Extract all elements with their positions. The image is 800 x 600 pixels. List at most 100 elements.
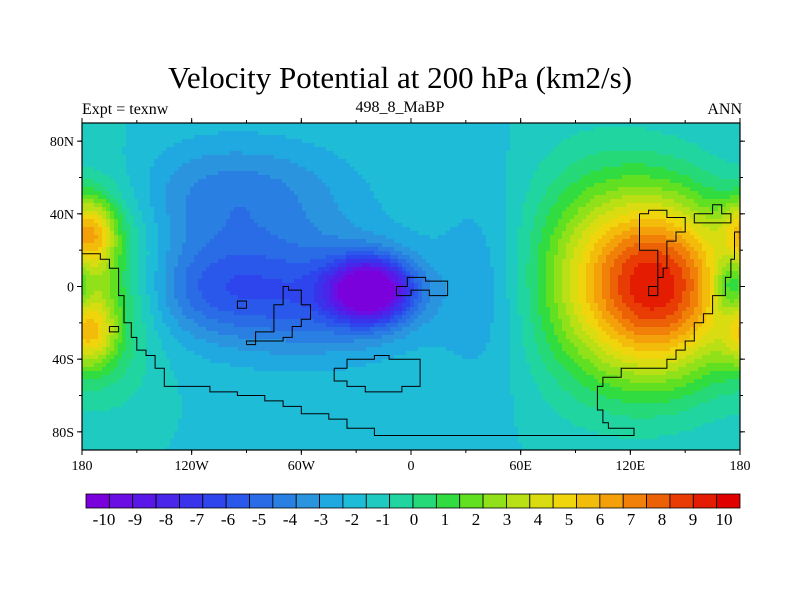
field-cell — [114, 143, 119, 148]
field-cell — [214, 431, 219, 436]
field-cell — [226, 383, 231, 388]
field-cell — [202, 399, 207, 404]
field-cell — [126, 183, 131, 188]
field-cell — [174, 375, 179, 380]
field-cell — [262, 251, 267, 256]
field-cell — [258, 419, 263, 424]
field-cell — [314, 439, 319, 444]
field-cell — [130, 407, 135, 412]
field-cell — [306, 399, 311, 404]
field-cell — [274, 343, 279, 348]
field-cell — [266, 383, 271, 388]
field-cell — [118, 183, 123, 188]
field-cell — [122, 415, 127, 420]
field-cell — [290, 415, 295, 420]
field-cell — [146, 175, 151, 180]
field-cell — [110, 215, 115, 220]
field-cell — [82, 191, 87, 196]
field-cell — [118, 131, 123, 136]
field-cell — [110, 251, 115, 256]
field-cell — [86, 371, 91, 376]
field-cell — [222, 395, 227, 400]
field-cell — [186, 311, 191, 316]
field-cell — [222, 167, 227, 172]
field-cell — [226, 179, 231, 184]
field-cell — [254, 307, 259, 312]
field-cell — [194, 179, 199, 184]
field-cell — [282, 319, 287, 324]
field-cell — [290, 247, 295, 252]
field-cell — [138, 187, 143, 192]
field-cell — [170, 435, 175, 440]
field-cell — [178, 335, 183, 340]
field-cell — [218, 155, 223, 160]
field-cell — [170, 291, 175, 296]
field-cell — [118, 419, 123, 424]
field-cell — [258, 267, 263, 272]
field-cell — [294, 183, 299, 188]
field-cell — [230, 151, 235, 156]
field-cell — [278, 447, 283, 450]
field-cell — [118, 367, 123, 372]
field-cell — [158, 163, 163, 168]
field-cell — [162, 355, 167, 360]
field-cell — [94, 267, 99, 272]
field-cell — [194, 363, 199, 368]
field-cell — [90, 219, 95, 224]
field-cell — [310, 263, 315, 268]
field-cell — [202, 247, 207, 252]
field-cell — [238, 291, 243, 296]
field-cell — [154, 343, 159, 348]
field-cell — [134, 359, 139, 364]
field-cell — [258, 271, 263, 276]
field-cell — [254, 319, 259, 324]
field-cell — [198, 279, 203, 284]
field-cell — [118, 247, 123, 252]
field-cell — [102, 139, 107, 144]
field-cell — [294, 371, 299, 376]
field-cell — [238, 215, 243, 220]
field-cell — [178, 311, 183, 316]
field-cell — [262, 303, 267, 308]
field-cell — [318, 399, 323, 404]
field-cell — [234, 319, 239, 324]
field-cell — [234, 227, 239, 232]
field-cell — [186, 379, 191, 384]
field-cell — [318, 263, 323, 268]
field-cell — [94, 275, 99, 280]
field-cell — [134, 183, 139, 188]
field-cell — [290, 211, 295, 216]
field-cell — [210, 295, 215, 300]
field-cell — [246, 179, 251, 184]
field-cell — [286, 147, 291, 152]
field-cell — [262, 247, 267, 252]
field-cell — [286, 387, 291, 392]
field-cell — [258, 179, 263, 184]
field-cell — [166, 439, 171, 444]
field-cell — [222, 191, 227, 196]
field-cell — [318, 183, 323, 188]
field-cell — [222, 403, 227, 408]
field-cell — [294, 299, 299, 304]
field-cell — [142, 407, 147, 412]
field-cell — [262, 239, 267, 244]
field-cell — [222, 143, 227, 148]
field-cell — [142, 439, 147, 444]
field-cell — [174, 403, 179, 408]
field-cell — [94, 407, 99, 412]
field-cell — [166, 263, 171, 268]
field-cell — [210, 435, 215, 440]
field-cell — [154, 423, 159, 428]
field-cell — [298, 319, 303, 324]
field-cell — [194, 419, 199, 424]
field-cell — [142, 311, 147, 316]
field-cell — [246, 399, 251, 404]
field-cell — [130, 195, 135, 200]
field-cell — [314, 183, 319, 188]
field-cell — [314, 167, 319, 172]
field-cell — [146, 291, 151, 296]
field-cell — [230, 299, 235, 304]
field-cell — [206, 187, 211, 192]
field-cell — [206, 383, 211, 388]
field-cell — [202, 447, 207, 450]
